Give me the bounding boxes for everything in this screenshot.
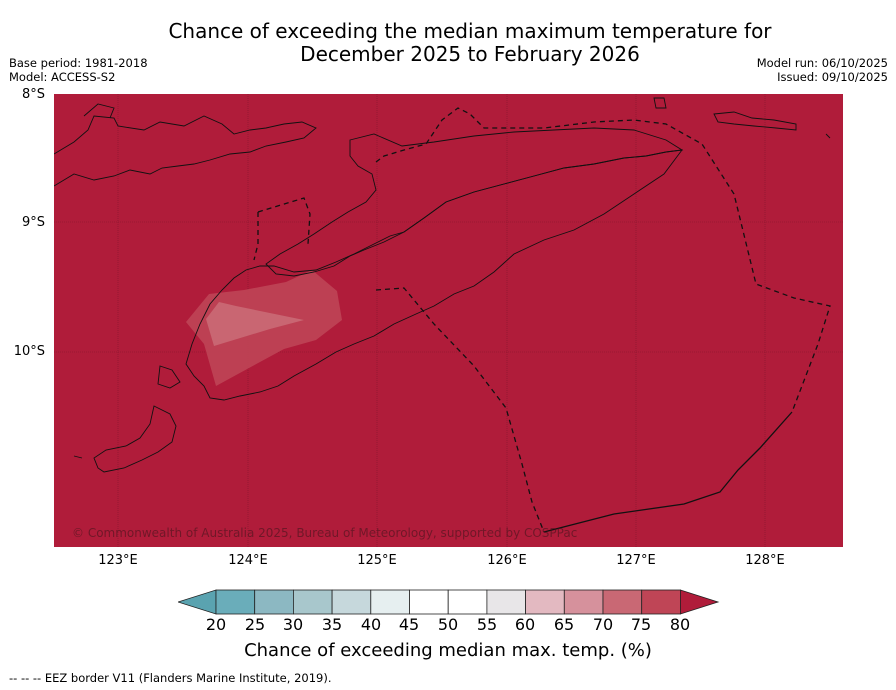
coastlines: [54, 97, 831, 473]
colorbar-tick-55: 55: [476, 615, 498, 634]
colorbar-bin-70-75: [602, 589, 643, 615]
meta-right: Model run: 06/10/2025 Issued: 09/10/2025: [757, 56, 888, 84]
colorbar-bin-75-80: [641, 589, 681, 615]
colorbar: [178, 589, 720, 615]
colorbar-extend-low: [178, 589, 217, 615]
colorbar-bin-20-25: [215, 589, 256, 615]
lon-label-127e: 127°E: [616, 553, 656, 568]
lat-label-9s: 9°S: [21, 215, 45, 230]
map-title-line2: December 2025 to February 2026: [300, 42, 640, 66]
colorbar-tick-70: 70: [592, 615, 614, 634]
colorbar-bin-45-50: [409, 589, 449, 615]
model-run-text: Model run: 06/10/2025: [756, 56, 888, 70]
issued-text: Issued: 09/10/2025: [777, 70, 888, 84]
lon-label-125e: 125°E: [357, 553, 397, 568]
lon-label-128e: 128°E: [745, 553, 785, 568]
colorbar-bin-60-65: [525, 589, 565, 615]
model-text: Model: ACCESS-S2: [9, 70, 116, 84]
lat-label-8s: 8°S: [21, 87, 45, 102]
colorbar-tick-60: 60: [514, 615, 536, 634]
colorbar-tick-45: 45: [398, 615, 420, 634]
colorbar-bin-55-60: [486, 589, 526, 615]
lon-label-123e: 123°E: [98, 553, 138, 568]
colorbar-bin-25-30: [254, 589, 294, 615]
colorbar-tick-50: 50: [437, 615, 459, 634]
colorbar-tick-30: 30: [282, 615, 304, 634]
copyright-text: © Commonwealth of Australia 2025, Bureau…: [72, 526, 578, 540]
colorbar-tick-25: 25: [244, 615, 266, 634]
colorbar-tick-80: 80: [669, 615, 691, 634]
map-title-line1: Chance of exceeding the median maximum t…: [168, 19, 772, 43]
lon-label-126e: 126°E: [487, 553, 527, 568]
maritime-boundary: [543, 411, 793, 533]
lat-label-10s: 10°S: [13, 344, 45, 359]
colorbar-tick-65: 65: [553, 615, 575, 634]
lon-label-124e: 124°E: [228, 553, 268, 568]
base-period-text: Base period: 1981-2018: [9, 56, 148, 70]
colorbar-bin-30-35: [293, 589, 333, 615]
probability-field: [54, 94, 843, 547]
eez-footer-note: -- -- -- EEZ border V11 (Flanders Marine…: [9, 671, 332, 685]
meta-left: Base period: 1981-2018 Model: ACCESS-S2: [9, 56, 148, 84]
eez-border: [253, 107, 831, 533]
forecast-map: [54, 94, 843, 547]
colorbar-bin-50-55: [447, 589, 488, 615]
colorbar-tick-40: 40: [360, 615, 382, 634]
colorbar-label: Chance of exceeding median max. temp. (%…: [244, 640, 652, 661]
colorbar-tick-20: 20: [205, 615, 227, 634]
colorbar-bin-40-45: [370, 589, 410, 615]
colorbar-tick-75: 75: [630, 615, 652, 634]
probability-zone-65: [206, 302, 304, 346]
colorbar-extend-high: [679, 589, 720, 615]
colorbar-tick-35: 35: [321, 615, 343, 634]
colorbar-bin-65-70: [563, 589, 604, 615]
colorbar-bin-35-40: [331, 589, 372, 615]
